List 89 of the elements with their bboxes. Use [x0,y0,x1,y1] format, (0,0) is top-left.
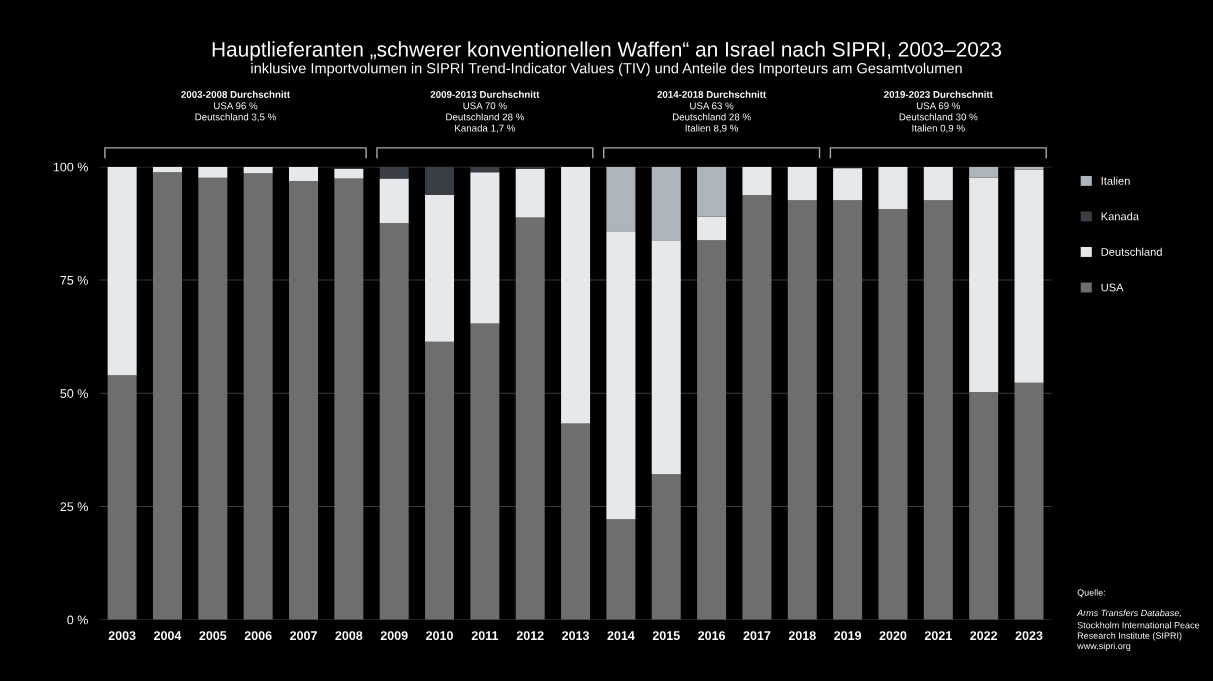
bar [515,217,545,620]
bar [425,341,455,620]
bar [470,323,500,620]
legend-label: USA [1101,283,1124,292]
chart-subtitle: inklusive Importvolumen in SIPRI Trend-Indicator Values (TIV) und Anteile des Importeurs am Gesamtvolumen [251,62,962,77]
bar [697,216,727,241]
x-tick-label: 2003 [108,631,136,641]
legend-label: Deutschland [1101,247,1162,256]
bar [198,177,228,620]
bar [470,172,500,324]
bar [334,178,364,620]
bar [561,166,591,424]
source-note: Quelle: [1077,589,1105,598]
bar [379,223,409,620]
bar [878,166,908,209]
x-tick-label: 2022 [970,631,998,640]
bar [243,166,273,174]
text: Stockholm International Peace Research Institute (SIPRI) www.sipri.org [1077,621,1200,651]
bar [198,166,228,178]
text: 2009-2013 Durchschnitt USA 70 % Deutschland 28 % Kanada 1,7 % [430,90,540,133]
y-tick-label: 100 % [53,162,88,172]
x-tick-label: 2017 [743,631,771,640]
bar [787,166,817,201]
chart-title: Hauptlieferanten „schwerer konventionellen Waffen“ an Israel nach SIPRI, 2003–2023 [212,41,1002,61]
bar [651,474,681,620]
bar [334,168,364,179]
bar [152,172,182,620]
x-tick-label: 2019 [834,631,862,640]
bar [606,231,636,520]
y-tick-label: 50 % [60,389,88,398]
x-tick-label: 2006 [244,631,272,640]
bar [742,166,772,195]
bar [787,200,817,620]
bar [742,194,772,620]
x-tick-label: 2020 [879,631,907,640]
bar [289,166,319,181]
y-tick-label: 0 % [67,615,88,625]
x-tick-label: 2007 [290,631,317,640]
text: 2014-2018 Durchschnitt USA 63 % Deutschland 28 % Italien 8,9 % [657,90,767,133]
bar [606,166,636,232]
bar [969,177,999,392]
bar [697,166,727,217]
x-tick-label: 2004 [154,631,182,640]
x-tick-label: 2011 [471,631,499,640]
bar [1014,382,1044,620]
bar [1014,169,1044,383]
x-tick-label: 2012 [516,631,544,640]
bar [561,423,591,620]
bar [833,168,863,201]
bar [470,166,500,173]
y-tick-label: 75 % [60,275,88,285]
bar [833,200,863,620]
bar [243,173,273,620]
bar [107,375,137,620]
bar [923,200,953,620]
bar [289,180,319,620]
bar [107,166,137,376]
bar [606,519,636,620]
x-tick-label: 2013 [562,631,590,641]
x-tick-label: 2021 [924,631,952,640]
bar [878,208,908,620]
x-tick-label: 2014 [607,631,635,640]
text: Arms Transfers Database, [1076,609,1181,618]
bar [515,168,545,218]
x-tick-label: 2005 [199,631,227,640]
legend-label: Italien [1101,176,1130,185]
x-tick-label: 2018 [788,631,816,640]
bar [425,166,455,195]
bar [697,240,727,620]
bar [425,194,455,342]
x-tick-label: 2009 [380,631,408,640]
x-tick-label: 2010 [426,631,453,640]
bar [923,166,953,201]
text: 2019-2023 Durchschnitt USA 69 % Deutschland 30 % Italien 0,9 % [884,90,993,133]
bar [651,240,681,475]
bar [379,178,409,223]
bar [969,166,999,178]
x-tick-label: 2023 [1015,631,1043,641]
text: 2003-2008 Durchschnitt USA 96 % Deutschland 3,5 % [181,90,290,122]
bar [1014,166,1044,170]
x-tick-label: 2008 [335,631,363,640]
bar [651,166,681,241]
bar [379,166,409,179]
bar [152,166,182,173]
x-tick-label: 2016 [698,631,726,640]
y-tick-label: 25 % [60,502,88,512]
x-tick-label: 2015 [652,631,680,640]
bar [969,391,999,620]
legend-label: Kanada [1101,212,1140,221]
